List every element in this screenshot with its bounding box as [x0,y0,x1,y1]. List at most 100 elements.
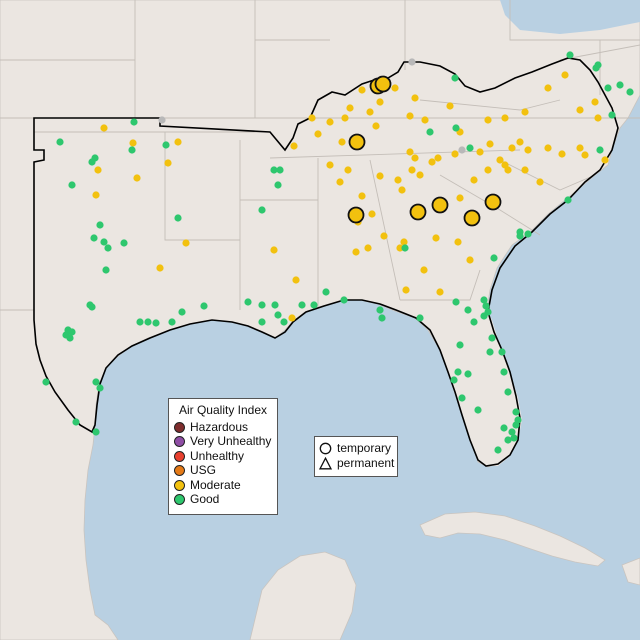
station-marker-good[interactable] [564,196,572,204]
station-marker-moderate[interactable] [358,192,366,200]
station-marker-moderate[interactable] [400,238,408,246]
station-marker-moderate[interactable] [411,94,419,102]
station-marker-moderate[interactable] [421,116,429,124]
station-marker-moderate[interactable] [521,108,529,116]
station-marker-moderate[interactable] [406,112,414,120]
station-marker-moderate[interactable] [521,166,529,174]
station-marker-good[interactable] [464,370,472,378]
station-marker-moderate[interactable] [544,84,552,92]
station-marker-good[interactable] [604,84,612,92]
station-marker-moderate[interactable] [434,154,442,162]
station-marker-good[interactable] [490,254,498,262]
station-marker-moderate[interactable] [544,144,552,152]
station-marker-good[interactable] [120,239,128,247]
station-marker-moderate[interactable] [336,178,344,186]
station-marker-moderate[interactable] [436,288,444,296]
station-marker-moderate[interactable] [376,172,384,180]
station-marker-good[interactable] [178,308,186,316]
station-marker-moderate[interactable] [391,84,399,92]
station-marker-moderate[interactable] [326,161,334,169]
station-marker-moderate[interactable] [394,176,402,184]
station-marker-good[interactable] [128,146,136,154]
station-marker-good[interactable] [88,303,96,311]
station-marker-good[interactable] [244,298,252,306]
station-marker-good[interactable] [136,318,144,326]
station-marker-moderate[interactable] [364,244,372,252]
station-marker-moderate[interactable] [581,151,589,159]
station-marker-moderate[interactable] [428,158,436,166]
station-marker-good[interactable] [626,88,634,96]
station-marker-good[interactable] [72,418,80,426]
station-marker-moderate[interactable] [406,148,414,156]
station-marker-good[interactable] [494,446,502,454]
station-marker-moderate[interactable] [470,176,478,184]
station-marker-good[interactable] [452,298,460,306]
station-marker-good[interactable] [616,81,624,89]
station-marker-moderate[interactable] [601,156,609,164]
station-marker-moderate[interactable] [366,108,374,116]
station-marker-moderate[interactable] [346,104,354,112]
station-marker-moderate[interactable] [476,148,484,156]
station-marker-good[interactable] [200,302,208,310]
station-marker-moderate[interactable] [516,138,524,146]
station-marker-moderate[interactable] [416,171,424,179]
station-marker-good[interactable] [482,302,490,310]
station-marker-good[interactable] [104,244,112,252]
station-marker-moderate[interactable] [576,106,584,114]
station-marker-good[interactable] [298,301,306,309]
station-marker-moderate[interactable] [504,166,512,174]
station-marker-moderate[interactable] [446,102,454,110]
temporary-monitor-marker[interactable] [374,75,392,93]
station-marker-good[interactable] [168,318,176,326]
station-marker-moderate[interactable] [380,232,388,240]
station-marker-moderate[interactable] [182,239,190,247]
station-marker-good[interactable] [596,146,604,154]
temporary-monitor-marker[interactable] [348,133,366,151]
station-marker-good[interactable] [274,311,282,319]
station-marker-good[interactable] [510,434,518,442]
station-marker-good[interactable] [450,376,458,384]
station-marker-good[interactable] [488,334,496,342]
station-marker-good[interactable] [42,378,50,386]
station-marker-moderate[interactable] [133,174,141,182]
station-marker-good[interactable] [144,318,152,326]
station-marker-good[interactable] [102,266,110,274]
station-marker-no-data[interactable] [458,146,466,154]
station-marker-moderate[interactable] [496,156,504,164]
station-marker-moderate[interactable] [352,248,360,256]
station-marker-good[interactable] [514,416,522,424]
station-marker-moderate[interactable] [270,246,278,254]
station-marker-good[interactable] [280,318,288,326]
station-marker-moderate[interactable] [94,166,102,174]
station-marker-good[interactable] [454,368,462,376]
station-marker-moderate[interactable] [561,71,569,79]
station-marker-good[interactable] [504,436,512,444]
station-marker-good[interactable] [340,296,348,304]
station-marker-good[interactable] [474,406,482,414]
station-marker-moderate[interactable] [92,191,100,199]
station-marker-moderate[interactable] [402,286,410,294]
station-marker-good[interactable] [62,331,70,339]
station-marker-good[interactable] [92,428,100,436]
station-marker-good[interactable] [464,306,472,314]
station-marker-moderate[interactable] [174,138,182,146]
station-marker-good[interactable] [498,348,506,356]
station-marker-good[interactable] [96,384,104,392]
station-marker-good[interactable] [130,118,138,126]
temporary-monitor-marker[interactable] [431,196,449,214]
station-marker-good[interactable] [456,341,464,349]
station-marker-moderate[interactable] [338,138,346,146]
station-marker-good[interactable] [271,301,279,309]
station-marker-moderate[interactable] [411,154,419,162]
station-marker-good[interactable] [310,301,318,309]
station-marker-moderate[interactable] [591,98,599,106]
station-marker-good[interactable] [401,244,409,252]
temporary-monitor-marker[interactable] [484,193,502,211]
station-marker-good[interactable] [162,141,170,149]
temporary-monitor-marker[interactable] [409,203,427,221]
temporary-monitor-marker[interactable] [463,209,481,227]
station-marker-no-data[interactable] [158,116,166,124]
station-marker-good[interactable] [524,230,532,238]
station-marker-good[interactable] [500,368,508,376]
